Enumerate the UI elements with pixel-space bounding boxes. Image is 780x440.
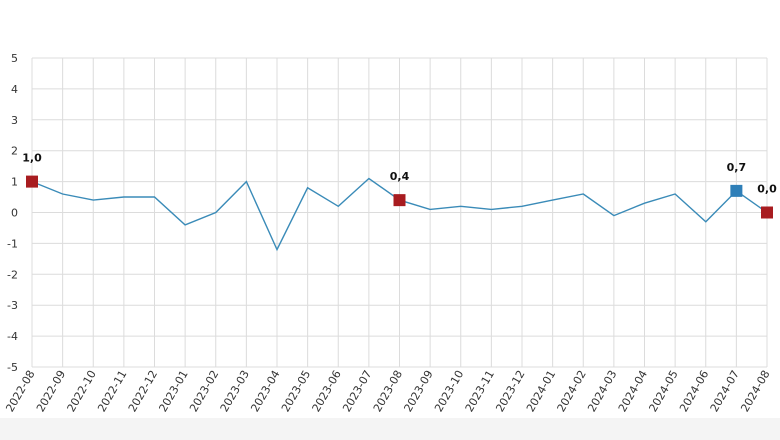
x-tick-label: 2023-12 [493,368,527,414]
x-tick-label: 2023-03 [218,368,252,414]
x-tick-label: 2023-04 [248,368,282,414]
x-tick-label: 2023-05 [279,368,313,414]
data-point-marker [730,184,743,197]
x-axis: 2022-082022-092022-102022-112022-122023-… [3,368,772,414]
bottom-band [0,418,780,440]
data-label: 0,7 [727,161,747,174]
y-tick-label: -3 [7,299,18,312]
data-point-marker [761,206,773,219]
grid-layer [31,57,768,368]
x-tick-label: 2024-01 [524,368,558,414]
x-tick-label: 2024-04 [616,368,650,414]
x-tick-label: 2023-11 [463,368,497,414]
x-tick-label: 2022-09 [34,368,68,414]
y-tick-label: -4 [7,330,18,343]
data-point-marker [26,175,38,188]
y-tick-label: -5 [7,361,18,374]
x-tick-label: 2023-08 [371,368,405,414]
x-tick-label: 2023-06 [310,368,344,414]
x-tick-label: 2022-08 [3,368,37,414]
x-tick-label: 2023-07 [340,368,374,414]
x-tick-label: 2022-11 [95,368,129,414]
y-tick-label: 3 [11,114,18,127]
y-tick-label: 1 [11,176,18,189]
x-tick-label: 2024-07 [708,368,742,414]
x-tick-label: 2022-12 [126,368,160,414]
x-tick-label: 2023-02 [187,368,221,414]
x-tick-label: 2023-10 [432,368,466,414]
x-tick-label: 2022-10 [65,368,99,414]
x-tick-label: 2024-03 [585,368,619,414]
y-tick-label: 0 [11,207,18,220]
y-tick-label: -2 [7,268,18,281]
data-label: 1,0 [22,152,42,165]
x-tick-label: 2024-08 [738,368,772,414]
y-axis: 5 4 3 2 1 0 -1 -2 -3 -4 -5 [7,52,18,374]
y-tick-label: 5 [11,52,18,65]
x-tick-label: 2024-05 [646,368,680,414]
y-tick-label: 2 [11,145,18,158]
x-tick-label: 2023-01 [156,368,190,414]
markers-layer: 1,0 0,4 0,7 0,0 [22,152,777,219]
data-point-marker [393,194,406,207]
x-tick-label: 2024-02 [555,368,589,414]
data-label: 0,4 [390,170,410,183]
y-tick-label: -1 [7,237,18,250]
x-tick-label: 2024-06 [677,368,711,414]
data-label: 0,0 [757,183,777,196]
y-tick-label: 4 [11,83,18,96]
x-tick-label: 2023-09 [401,368,435,414]
